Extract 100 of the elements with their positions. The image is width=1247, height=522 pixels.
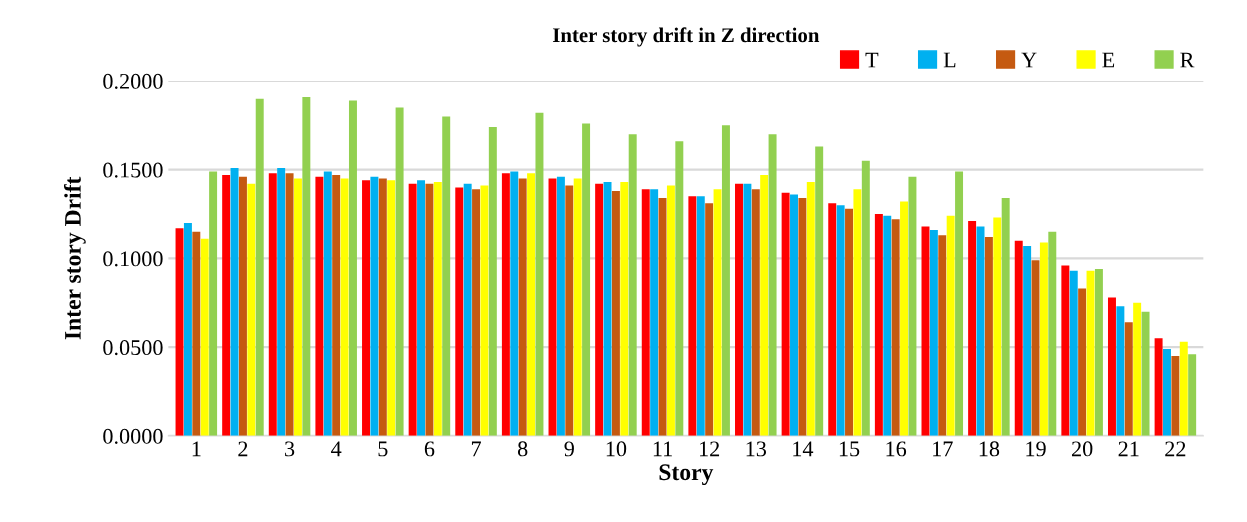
bar	[968, 221, 977, 436]
bar	[518, 178, 527, 436]
bar	[696, 196, 705, 436]
bar	[790, 194, 798, 436]
bar	[527, 173, 536, 436]
bar	[565, 185, 574, 436]
bar	[370, 176, 379, 436]
bar	[1154, 338, 1163, 436]
y-tick-label: 0.1000	[103, 251, 163, 267]
bar	[861, 160, 870, 436]
bar	[1078, 288, 1087, 436]
bar	[455, 187, 464, 436]
bar	[798, 198, 807, 436]
bar	[268, 173, 277, 436]
bar	[751, 189, 760, 436]
bar	[806, 182, 815, 436]
bar	[472, 189, 481, 436]
x-tick-label: 12	[700, 441, 720, 457]
x-tick-label: 15	[839, 441, 860, 457]
bar	[1179, 341, 1188, 436]
x-tick-label: 17	[933, 441, 953, 457]
bar	[1014, 240, 1023, 436]
bar	[760, 174, 769, 436]
bar	[1163, 348, 1171, 436]
bar	[658, 198, 667, 436]
bar	[891, 219, 900, 436]
bar	[1001, 198, 1010, 436]
bar	[285, 173, 294, 436]
bar	[582, 123, 591, 436]
bar	[853, 189, 862, 436]
bar	[993, 217, 1002, 436]
bar	[713, 189, 722, 436]
x-tick-label: 11	[653, 441, 672, 457]
bar	[836, 205, 845, 436]
bar	[573, 178, 582, 436]
bar	[425, 183, 434, 436]
x-tick-label: 6	[424, 441, 435, 457]
chart-title: Inter story drift in Z direction	[552, 27, 820, 47]
bar	[556, 176, 565, 436]
bar	[255, 98, 264, 436]
bar	[463, 183, 472, 436]
bar	[488, 127, 497, 436]
bar	[1141, 311, 1150, 436]
bar	[735, 183, 743, 436]
bar	[955, 171, 964, 436]
bar	[183, 222, 192, 436]
bar	[781, 192, 790, 436]
bar	[743, 183, 752, 436]
bar	[222, 174, 231, 436]
bar	[395, 107, 404, 436]
bar	[984, 237, 993, 436]
bar	[535, 112, 544, 436]
bar	[238, 176, 247, 436]
bar	[705, 203, 714, 436]
bar	[1023, 245, 1032, 436]
bar	[293, 178, 302, 436]
bar	[175, 228, 184, 436]
x-tick-label: 19	[1026, 441, 1046, 457]
bar	[200, 238, 209, 436]
bar	[641, 189, 650, 436]
bar	[603, 182, 612, 436]
bar	[340, 178, 349, 436]
bar	[628, 134, 637, 436]
bar	[1061, 265, 1070, 436]
legend-label: L	[943, 52, 956, 68]
bar	[650, 189, 659, 436]
bar	[323, 171, 332, 436]
bar	[332, 174, 341, 436]
bar	[938, 235, 947, 436]
bar	[1188, 354, 1197, 436]
bar	[1048, 231, 1057, 436]
bar	[828, 203, 837, 436]
bar	[302, 96, 311, 436]
bar	[501, 173, 510, 436]
bar	[1069, 270, 1078, 436]
legend-label: T	[865, 52, 879, 68]
bar	[1124, 322, 1133, 436]
bar	[348, 100, 357, 436]
x-tick-label: 13	[746, 441, 767, 457]
bar	[845, 208, 854, 436]
bar	[362, 180, 371, 436]
bar	[688, 196, 697, 436]
bar	[277, 167, 286, 436]
bar	[929, 229, 938, 436]
bar	[874, 214, 883, 436]
bar	[595, 183, 604, 436]
x-tick-label: 22	[1165, 441, 1186, 457]
x-tick-label: 2	[238, 441, 248, 457]
bar	[900, 201, 909, 436]
x-tick-label: 9	[564, 441, 574, 457]
y-tick-label: 0.0000	[103, 428, 163, 444]
bar	[1107, 297, 1116, 436]
bar	[611, 190, 620, 436]
x-tick-label: 18	[979, 441, 1000, 457]
bar	[815, 146, 824, 436]
bar	[510, 171, 519, 436]
x-tick-label: 5	[378, 441, 388, 457]
legend-label: E	[1102, 52, 1115, 68]
x-axis-title: Story	[659, 464, 714, 486]
x-tick-label: 8	[517, 441, 528, 457]
